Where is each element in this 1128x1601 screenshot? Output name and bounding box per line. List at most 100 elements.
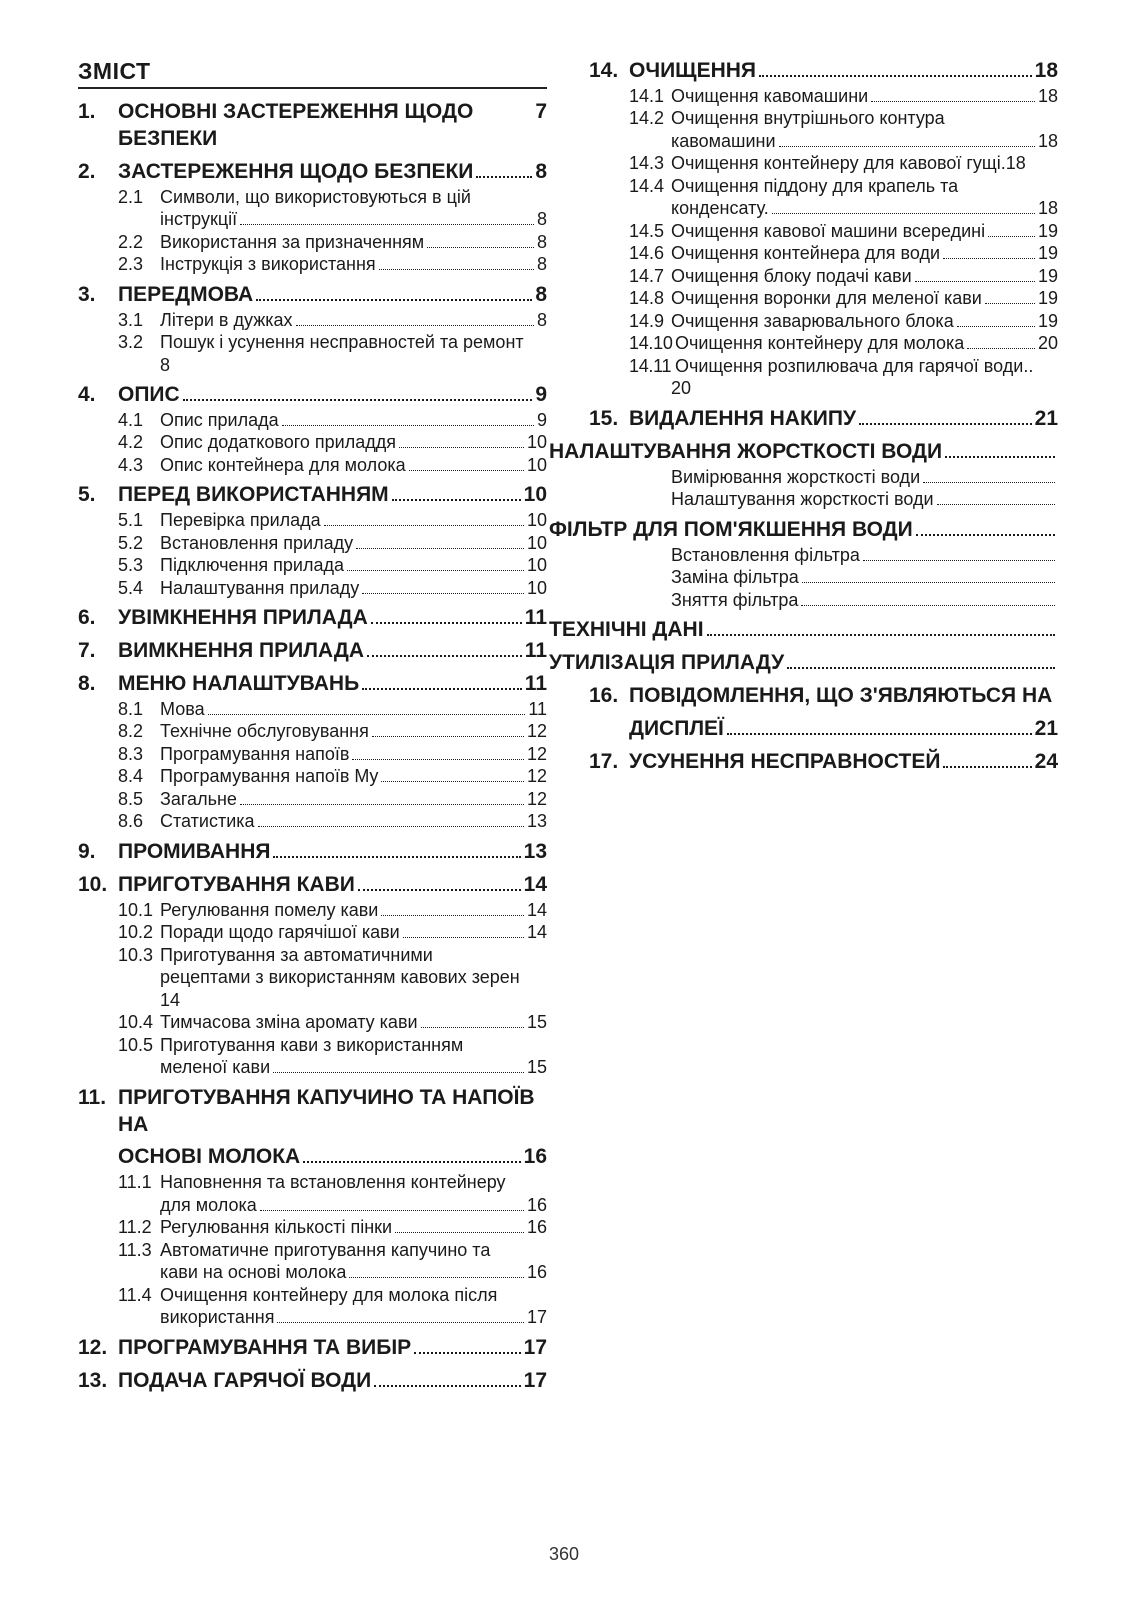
toc-subsection-row: 8.4Програмування напоїв My12	[118, 765, 547, 788]
toc-subsection-row: Зняття фільтра	[629, 589, 1058, 612]
toc-subsection-number: 5.3	[118, 554, 160, 577]
toc-subsection-body: Програмування напоїв My12	[160, 765, 547, 788]
toc-section: ФІЛЬТР ДЛЯ ПОМ'ЯКШЕННЯ ВОДИВстановлення …	[589, 517, 1058, 611]
toc-subsection-body: Регулювання кількості пінки16	[160, 1216, 547, 1239]
toc-subsection-page: 14	[527, 921, 547, 944]
toc-section-row: 7.ВИМКНЕННЯ ПРИЛАДА11	[78, 638, 547, 665]
toc-section-row: 16.ПОВІДОМЛЕННЯ, ЩО З'ЯВЛЯЮТЬСЯ НА	[589, 683, 1058, 710]
toc-subsection-title: Зняття фільтра	[671, 589, 798, 612]
toc-subsection-title: Вимірювання жорсткості води	[671, 466, 920, 489]
dot-leader	[414, 1336, 520, 1354]
toc-subsection-page: 18	[1006, 152, 1026, 175]
toc-section-body: ОСНОВНІ ЗАСТЕРЕЖЕННЯ ЩОДО БЕЗПЕКИ 7	[118, 99, 547, 153]
toc-subsection-title: Мова	[160, 698, 205, 721]
dot-leader	[240, 790, 524, 805]
toc-section-body: ПЕРЕДМОВА8	[118, 282, 547, 309]
toc-subsection-page: 8	[537, 253, 547, 276]
toc-section-row: 17.УСУНЕННЯ НЕСПРАВНОСТЕЙ24	[589, 749, 1058, 776]
dot-leader	[943, 244, 1035, 259]
toc-section-page: 8	[535, 159, 547, 186]
dot-leader	[347, 556, 524, 571]
dot-leader	[371, 606, 522, 624]
toc-subsection-row: 3.1Літери в дужках8	[118, 309, 547, 332]
toc-subsection-row: 2.3Інструкція з використання 8	[118, 253, 547, 276]
toc-subsection-page: 18	[1038, 130, 1058, 153]
toc-subsection-title: використання	[160, 1306, 274, 1329]
toc-section-row: УТИЛІЗАЦІЯ ПРИЛАДУ	[549, 650, 1058, 677]
toc-section-body: ПОВІДОМЛЕННЯ, ЩО З'ЯВЛЯЮТЬСЯ НА	[629, 683, 1058, 710]
toc-subsection-number: 10.4	[118, 1011, 160, 1034]
toc-subsection-page: 12	[527, 788, 547, 811]
dot-leader	[937, 490, 1055, 505]
toc-subsection-body: Очищення контейнера для води19	[671, 242, 1058, 265]
toc-subsection-page: 10	[527, 577, 547, 600]
toc-subsection-title: Налаштування приладу	[160, 577, 359, 600]
toc-section-body: ДИСПЛЕЇ21	[629, 716, 1058, 743]
toc-section-body: НАЛАШТУВАННЯ ЖОРСТКОСТІ ВОДИ	[549, 439, 1058, 466]
toc-subsection-body: Символи, що використовуються в цій	[160, 186, 547, 209]
toc-subsection-row: 11.4Очищення контейнеру для молока після	[118, 1284, 547, 1307]
toc-section-number: 13.	[78, 1368, 118, 1395]
toc-subsection-title: Заміна фільтра	[671, 566, 799, 589]
toc-section-body: ВИМКНЕННЯ ПРИЛАДА11	[118, 638, 547, 665]
dot-leader	[421, 1013, 524, 1028]
toc-section-page: 10	[524, 482, 547, 509]
dot-leader	[273, 1058, 524, 1073]
toc-section: УТИЛІЗАЦІЯ ПРИЛАДУ	[589, 650, 1058, 677]
toc-subsection-row: Налаштування жорсткості води	[629, 488, 1058, 511]
dot-leader	[379, 255, 534, 270]
toc-subsection-body: Мова 11	[160, 698, 547, 721]
toc-subsection-number: 14.3	[629, 152, 671, 175]
toc-subsection-title: Автоматичне приготування капучино та	[160, 1239, 490, 1262]
toc-section-page: 11	[525, 605, 547, 632]
toc-section-title: ПРИГОТУВАННЯ КАВИ	[118, 872, 355, 899]
toc-subsection-page: 15	[527, 1011, 547, 1034]
toc-subsection-number: 2.2	[118, 231, 160, 254]
page-number: 360	[549, 1544, 579, 1564]
toc-section-body: ФІЛЬТР ДЛЯ ПОМ'ЯКШЕННЯ ВОДИ	[549, 517, 1058, 544]
toc-section-title: МЕНЮ НАЛАШТУВАНЬ	[118, 671, 359, 698]
toc-subsection-row: 5.4Налаштування приладу10	[118, 577, 547, 600]
toc-section-number: 3.	[78, 282, 118, 309]
toc-subsection-title: Очищення контейнеру для молока після	[160, 1284, 497, 1307]
toc-section-row: 3.ПЕРЕДМОВА8	[78, 282, 547, 309]
toc-section-page: 21	[1035, 716, 1058, 743]
toc-subsection-number: 14.2	[629, 107, 671, 130]
toc-subsection-number: 10.2	[118, 921, 160, 944]
toc-subsection-body: Автоматичне приготування капучино та	[160, 1239, 547, 1262]
toc-section-title: ПЕРЕДМОВА	[118, 282, 253, 309]
toc-subsection-body: Загальне12	[160, 788, 547, 811]
toc-subsection-row: інструкції8	[118, 208, 547, 231]
dot-leader	[208, 700, 526, 715]
toc-subsection-number: 11.3	[118, 1239, 160, 1262]
dot-leader	[277, 1308, 524, 1323]
toc-subsection-body: Приготування за автоматичними	[160, 944, 547, 967]
toc-subsection-number: 14.8	[629, 287, 671, 310]
toc-subsection-row: 8.1Мова11	[118, 698, 547, 721]
toc-subsection-number: 2.3	[118, 253, 160, 276]
dot-leader	[779, 132, 1035, 147]
toc-section-body: ПРИГОТУВАННЯ КАПУЧИНО ТА НАПОЇВ НА	[118, 1085, 547, 1139]
toc-section-body: ОПИС9	[118, 382, 547, 409]
toc-subsection-body: Заміна фільтра	[671, 566, 1058, 589]
toc-subsection-page: 18	[1038, 197, 1058, 220]
toc-subsection-title: Інструкція з використання	[160, 253, 376, 276]
toc-subsection-row: меленої кави15	[118, 1056, 547, 1079]
dot-leader	[183, 383, 533, 401]
toc-section-row: 2.ЗАСТЕРЕЖЕННЯ ЩОДО БЕЗПЕКИ8	[78, 159, 547, 186]
toc-subsection-page: 12	[527, 743, 547, 766]
toc-subsection-title: Регулювання помелу кави	[160, 899, 378, 922]
dot-leader	[915, 267, 1035, 282]
toc-section-page: 7	[535, 99, 547, 126]
toc-subsection-title: Очищення заварювального блока	[671, 310, 954, 333]
toc-section: 15.ВИДАЛЕННЯ НАКИПУ21	[589, 406, 1058, 433]
toc-subsection-body: Вимірювання жорсткості води	[671, 466, 1058, 489]
toc-section: 3.ПЕРЕДМОВА83.1Літери в дужках83.2Пошук …	[78, 282, 547, 376]
toc-subsection-row: кави на основі молока16	[118, 1261, 547, 1284]
toc-section-body: УВІМКНЕННЯ ПРИЛАДА11	[118, 605, 547, 632]
toc-subsection-page: 11	[528, 698, 547, 721]
toc-subsection-page: 8	[537, 231, 547, 254]
toc-subsection-page: 19	[1038, 287, 1058, 310]
dot-leader	[801, 590, 1055, 605]
toc-section-number: 17.	[589, 749, 629, 776]
